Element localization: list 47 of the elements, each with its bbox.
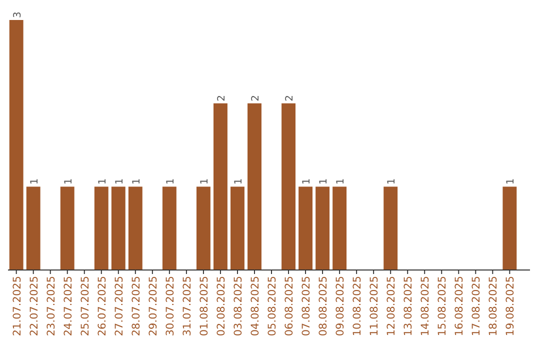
- x-tick-label: 12.08.2025: [386, 276, 398, 336]
- x-tick-label: 27.07.2025: [113, 276, 126, 336]
- data-label: 1: [386, 178, 398, 185]
- x-tick-label: 05.08.2025: [266, 276, 279, 336]
- x-tick-label: 15.08.2025: [436, 276, 449, 336]
- x-tick-label: 13.08.2025: [402, 276, 415, 336]
- x-tick-label: 24.07.2025: [62, 276, 74, 336]
- x-tick-label: 17.08.2025: [470, 276, 483, 336]
- x-tick-label: 01.08.2025: [198, 276, 210, 336]
- data-label: 1: [131, 178, 142, 185]
- x-tick-label: 25.07.2025: [79, 276, 92, 336]
- x-tick-label: 07.08.2025: [300, 276, 313, 336]
- data-label: 1: [165, 178, 176, 185]
- data-label: 1: [29, 178, 40, 185]
- x-tick-label: 23.07.2025: [45, 276, 58, 336]
- x-tick-label: 08.08.2025: [318, 276, 330, 336]
- x-tick-label: 18.08.2025: [488, 276, 500, 336]
- data-label: 2: [250, 94, 262, 102]
- data-label: 2: [216, 94, 228, 102]
- x-tick-label: 02.08.2025: [215, 276, 228, 336]
- x-tick-label: 16.08.2025: [454, 276, 466, 336]
- data-label: 1: [302, 178, 313, 185]
- x-tick-label: 30.07.2025: [164, 276, 176, 336]
- x-tick-label: 11.08.2025: [368, 276, 381, 336]
- data-label: 1: [97, 178, 108, 185]
- data-label: 3: [12, 12, 24, 18]
- data-label: 2: [284, 94, 296, 102]
- x-tick-label: 22.07.2025: [28, 276, 40, 336]
- x-tick-label: 28.07.2025: [130, 276, 142, 336]
- x-tick-label: 29.07.2025: [147, 276, 160, 336]
- x-tick-label: 21.07.2025: [11, 276, 24, 336]
- data-label: 1: [506, 178, 517, 185]
- data-label: 1: [336, 178, 347, 185]
- x-tick-label: 09.08.2025: [334, 276, 347, 336]
- data-label: 1: [114, 178, 126, 185]
- x-tick-label: 06.08.2025: [284, 276, 296, 336]
- x-tick-label: 04.08.2025: [249, 276, 262, 336]
- x-tick-label: 10.08.2025: [352, 276, 364, 336]
- data-label: 1: [199, 178, 210, 185]
- data-label: 1: [233, 178, 244, 185]
- x-tick-label: 03.08.2025: [232, 276, 244, 336]
- x-tick-label: 19.08.2025: [504, 276, 517, 336]
- data-label: 1: [63, 178, 74, 185]
- x-tick-label: 31.07.2025: [181, 276, 194, 336]
- x-tick-label: 26.07.2025: [96, 276, 108, 336]
- x-tick-label: 14.08.2025: [420, 276, 432, 336]
- data-label: 1: [318, 178, 330, 185]
